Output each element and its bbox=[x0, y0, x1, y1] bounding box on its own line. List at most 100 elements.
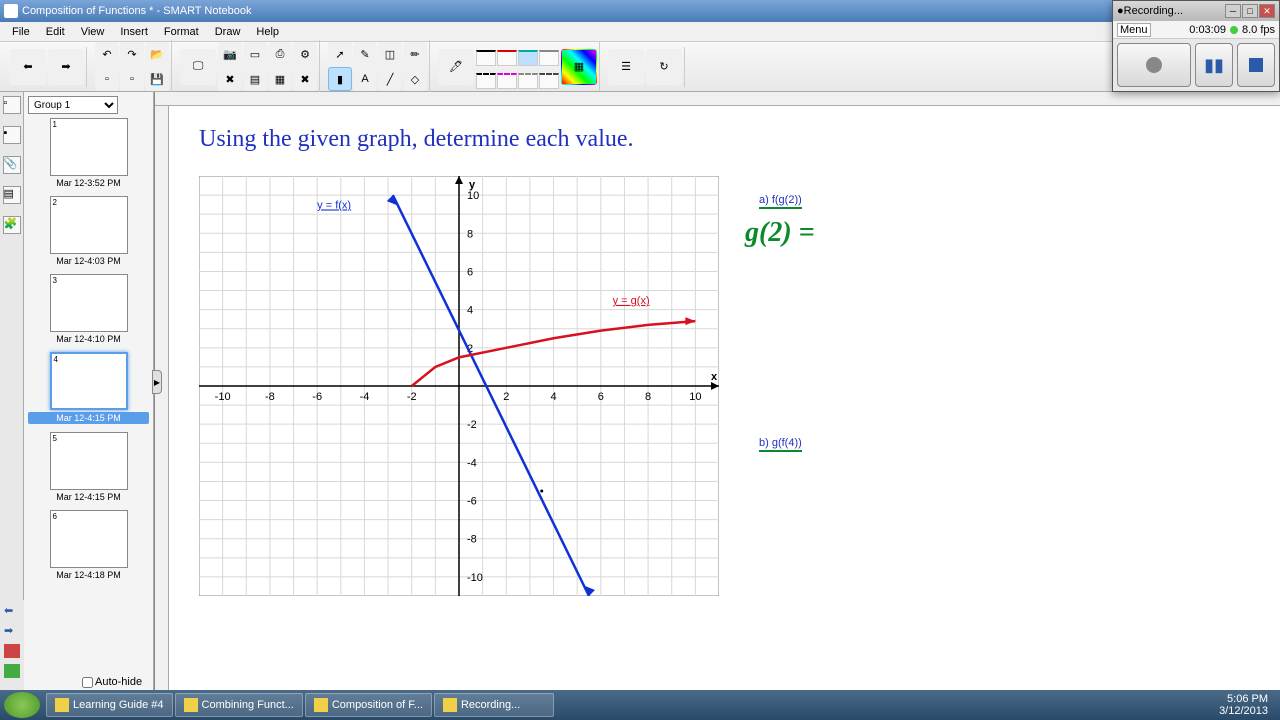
stop-icon[interactable] bbox=[4, 664, 20, 678]
line-style-7[interactable] bbox=[518, 73, 538, 89]
taskbar: Learning Guide #4Combining Funct...Compo… bbox=[0, 690, 1280, 720]
svg-text:8: 8 bbox=[467, 228, 473, 240]
tools-button[interactable]: ⚙ bbox=[293, 42, 317, 66]
tab-sorter[interactable]: ▫ bbox=[3, 96, 21, 114]
properties-button[interactable]: ☰ bbox=[608, 49, 644, 85]
menu-insert[interactable]: Insert bbox=[112, 24, 156, 40]
problem-a: a) f(g(2)) g(2) = bbox=[759, 186, 815, 249]
svg-text:-10: -10 bbox=[215, 391, 231, 403]
recorder-title: Recording... bbox=[1124, 5, 1224, 17]
creative-pen-button[interactable]: 🖊 bbox=[438, 49, 474, 85]
task-item-0[interactable]: Learning Guide #4 bbox=[46, 693, 173, 717]
eraser-button[interactable]: ◫ bbox=[378, 42, 402, 66]
svg-text:y = f(x): y = f(x) bbox=[317, 199, 351, 211]
menu-format[interactable]: Format bbox=[156, 24, 207, 40]
menubar: File Edit View Insert Format Draw Help bbox=[0, 22, 1280, 42]
line-style-3[interactable] bbox=[518, 50, 538, 66]
new-page-button[interactable]: ▫ bbox=[95, 67, 119, 91]
camera-button[interactable]: ▭ bbox=[243, 42, 267, 66]
arrow-right-icon[interactable]: ➡ bbox=[4, 624, 20, 638]
move-toolbar-button[interactable]: ↻ bbox=[646, 49, 682, 85]
svg-text:-8: -8 bbox=[467, 534, 477, 546]
svg-text:-2: -2 bbox=[467, 419, 477, 431]
highlighter-button[interactable]: ▮ bbox=[328, 67, 352, 91]
thumb-5[interactable]: 5Mar 12-4:15 PM bbox=[28, 432, 149, 502]
group-select[interactable]: Group 1 bbox=[28, 96, 118, 114]
delete-page-button[interactable]: ▫ bbox=[120, 67, 144, 91]
color-picker-button[interactable]: ▦ bbox=[561, 49, 597, 85]
line-style-6[interactable] bbox=[497, 73, 517, 89]
recorder-minimize[interactable]: ─ bbox=[1225, 4, 1241, 18]
task-item-1[interactable]: Combining Funct... bbox=[175, 693, 303, 717]
select-button[interactable]: ➚ bbox=[328, 42, 352, 66]
doc-cam-button[interactable]: ⎙ bbox=[268, 42, 292, 66]
recorder-icon: ● bbox=[1117, 5, 1124, 17]
svg-text:x: x bbox=[711, 371, 718, 383]
thumb-2[interactable]: 2Mar 12-4:03 PM bbox=[28, 196, 149, 266]
line-style-4[interactable] bbox=[539, 50, 559, 66]
redo-button[interactable]: ↷ bbox=[120, 42, 144, 66]
svg-text:6: 6 bbox=[467, 266, 473, 278]
line-style-1[interactable] bbox=[476, 50, 496, 66]
page-heading: Using the given graph, determine each va… bbox=[199, 126, 634, 153]
svg-text:y = g(x): y = g(x) bbox=[613, 295, 650, 307]
svg-text:-4: -4 bbox=[467, 457, 477, 469]
tab-attachments[interactable]: 📎 bbox=[3, 156, 21, 174]
svg-text:10: 10 bbox=[689, 391, 701, 403]
recorder-fps: 8.0 fps bbox=[1242, 24, 1275, 36]
table-button[interactable]: ▦ bbox=[268, 67, 292, 91]
delete-button[interactable]: ✖ bbox=[218, 67, 242, 91]
magic-pen-button[interactable]: ✏ bbox=[403, 42, 427, 66]
arrow-left-icon[interactable]: ⬅ bbox=[4, 604, 20, 618]
recorder-record-button[interactable] bbox=[1117, 43, 1191, 87]
expand-sidebar-button[interactable]: ▶ bbox=[152, 370, 162, 394]
menu-file[interactable]: File bbox=[4, 24, 38, 40]
svg-text:-8: -8 bbox=[265, 391, 275, 403]
autohide-checkbox[interactable]: Auto-hide bbox=[82, 676, 142, 688]
tab-gallery[interactable]: ▪ bbox=[3, 126, 21, 144]
recorder-close[interactable]: ✕ bbox=[1259, 4, 1275, 18]
recorder-maximize[interactable]: □ bbox=[1242, 4, 1258, 18]
menu-help[interactable]: Help bbox=[248, 24, 287, 40]
response-button[interactable]: ✖ bbox=[293, 67, 317, 91]
svg-text:y: y bbox=[469, 179, 476, 191]
thumb-6[interactable]: 6Mar 12-4:18 PM bbox=[28, 510, 149, 580]
thumb-4[interactable]: 4Mar 12-4:15 PM bbox=[28, 352, 149, 424]
line-style-8[interactable] bbox=[539, 73, 559, 89]
shape-button[interactable]: ◇ bbox=[403, 67, 427, 91]
prev-page-button[interactable]: ⬅ bbox=[10, 49, 46, 85]
next-page-button[interactable]: ➡ bbox=[48, 49, 84, 85]
task-item-2[interactable]: Composition of F... bbox=[305, 693, 432, 717]
text-button[interactable]: A bbox=[353, 67, 377, 91]
menu-edit[interactable]: Edit bbox=[38, 24, 73, 40]
capture-button[interactable]: 📷 bbox=[218, 42, 242, 66]
open-button[interactable]: 📂 bbox=[145, 42, 169, 66]
system-tray[interactable]: 5:06 PM 3/12/2013 bbox=[1219, 693, 1276, 717]
tab-addons[interactable]: 🧩 bbox=[3, 216, 21, 234]
start-button[interactable] bbox=[4, 692, 40, 718]
thumb-3[interactable]: 3Mar 12-4:10 PM bbox=[28, 274, 149, 344]
svg-text:-2: -2 bbox=[407, 391, 417, 403]
line-style-5[interactable] bbox=[476, 73, 496, 89]
line-style-2[interactable] bbox=[497, 50, 517, 66]
svg-text:6: 6 bbox=[598, 391, 604, 403]
problem-b: b) g(f(4)) bbox=[759, 429, 815, 452]
page-content[interactable]: Using the given graph, determine each va… bbox=[169, 106, 1280, 690]
menu-view[interactable]: View bbox=[73, 24, 113, 40]
thumb-1[interactable]: 1Mar 12-3:52 PM bbox=[28, 118, 149, 188]
undo-button[interactable]: ↶ bbox=[95, 42, 119, 66]
save-button[interactable]: 💾 bbox=[145, 67, 169, 91]
task-item-3[interactable]: Recording... bbox=[434, 693, 554, 717]
line-button[interactable]: ╱ bbox=[378, 67, 402, 91]
recorder-status-icon bbox=[1230, 26, 1238, 34]
recorder-pause-button[interactable]: ▮▮ bbox=[1195, 43, 1233, 87]
tab-properties[interactable]: ▤ bbox=[3, 186, 21, 204]
screen-button[interactable]: 🖵 bbox=[180, 49, 216, 85]
bottom-side-icons: ⬅ ➡ bbox=[0, 600, 24, 690]
recorder-menu[interactable]: Menu bbox=[1117, 23, 1151, 37]
shade-button[interactable]: ▤ bbox=[243, 67, 267, 91]
pen-button[interactable]: ✎ bbox=[353, 42, 377, 66]
recorder-stop-button[interactable] bbox=[1237, 43, 1275, 87]
record-icon[interactable] bbox=[4, 644, 20, 658]
menu-draw[interactable]: Draw bbox=[207, 24, 249, 40]
